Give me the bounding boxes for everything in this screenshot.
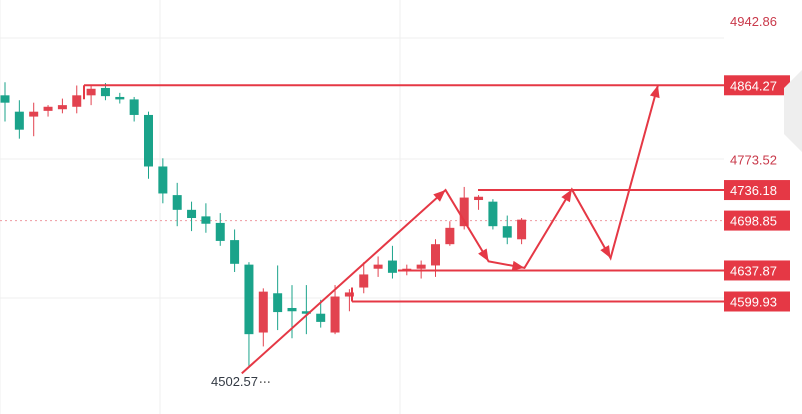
candle-body bbox=[230, 240, 240, 264]
candle-body bbox=[29, 111, 39, 117]
candle-body bbox=[359, 274, 369, 288]
candle bbox=[387, 245, 397, 279]
candle-body bbox=[0, 95, 10, 103]
candle-body bbox=[488, 201, 498, 227]
level-lines bbox=[83, 84, 724, 303]
candle-body bbox=[129, 99, 139, 115]
arrowhead bbox=[561, 189, 572, 203]
level-tag-bg bbox=[724, 291, 790, 312]
candle-body bbox=[502, 226, 512, 238]
candle bbox=[215, 213, 225, 246]
candle-body bbox=[215, 222, 225, 241]
level-tag-bg bbox=[724, 75, 790, 96]
candle bbox=[43, 105, 53, 117]
candle-body bbox=[330, 296, 340, 333]
candle bbox=[258, 288, 268, 347]
scroll-handle[interactable] bbox=[784, 70, 802, 152]
candle-body bbox=[387, 260, 397, 273]
candle bbox=[86, 85, 96, 106]
candle-body bbox=[316, 313, 326, 322]
candle bbox=[273, 265, 283, 331]
level-tag: 4864.27 bbox=[724, 75, 790, 96]
candle bbox=[172, 182, 182, 227]
arrowhead bbox=[511, 260, 525, 271]
level-tag-bg bbox=[724, 260, 790, 281]
candle bbox=[158, 158, 168, 204]
candle bbox=[445, 221, 455, 246]
arrowhead bbox=[600, 245, 611, 259]
candle-body bbox=[287, 307, 297, 312]
candle bbox=[29, 102, 39, 137]
y-axis-label: 4942.86 bbox=[730, 14, 777, 29]
candle-body bbox=[172, 195, 182, 210]
candle bbox=[244, 262, 254, 367]
candle-body bbox=[86, 88, 96, 96]
candle-body bbox=[57, 105, 67, 110]
candle bbox=[144, 111, 153, 179]
candle bbox=[474, 195, 484, 210]
projection-path bbox=[241, 85, 660, 375]
level-tag: 4637.87 bbox=[724, 260, 790, 281]
candle bbox=[129, 96, 139, 122]
candle-body bbox=[100, 87, 110, 97]
candle-body bbox=[431, 244, 440, 266]
candle bbox=[301, 285, 311, 335]
candle bbox=[373, 256, 383, 277]
candle bbox=[344, 289, 354, 312]
candle bbox=[14, 100, 24, 139]
candle-body bbox=[459, 197, 469, 227]
current-price-tag: 4698.85 bbox=[724, 210, 790, 231]
candle-body bbox=[115, 96, 125, 100]
candle-body bbox=[244, 264, 254, 335]
level-tag: 4736.18 bbox=[724, 180, 790, 201]
candle-body bbox=[258, 291, 268, 333]
candle-body bbox=[201, 216, 211, 224]
candle bbox=[115, 92, 125, 104]
candle bbox=[488, 199, 498, 230]
candle bbox=[517, 218, 527, 245]
y-axis-label: 4773.52 bbox=[730, 153, 777, 168]
candle-body bbox=[14, 111, 24, 130]
candle bbox=[230, 229, 240, 272]
candle-body bbox=[273, 293, 283, 313]
candle bbox=[201, 203, 211, 233]
level-tag-label: 4864.27 bbox=[730, 78, 777, 93]
candle bbox=[0, 82, 10, 122]
level-tag-label: 4599.93 bbox=[730, 295, 777, 310]
candle-body bbox=[72, 95, 82, 107]
candle-body bbox=[43, 106, 53, 111]
candle-body bbox=[373, 264, 383, 269]
candle bbox=[72, 85, 82, 114]
candle bbox=[187, 201, 197, 232]
low-price-annotation: 4502.57 bbox=[211, 374, 258, 389]
candle bbox=[459, 186, 469, 230]
candle-body bbox=[517, 219, 527, 240]
candle bbox=[316, 299, 326, 328]
candle-body bbox=[445, 227, 455, 245]
candle bbox=[359, 262, 369, 294]
candle-body bbox=[144, 114, 153, 167]
grid bbox=[0, 0, 724, 414]
candle-body bbox=[344, 292, 354, 297]
level-tag-label: 4736.18 bbox=[730, 183, 777, 198]
candle bbox=[330, 285, 340, 335]
arrowhead bbox=[433, 190, 446, 202]
candles bbox=[0, 82, 527, 367]
arrowhead bbox=[478, 248, 489, 262]
arrowhead bbox=[649, 85, 660, 99]
current-price-tag-bg bbox=[724, 210, 790, 231]
candle-body bbox=[158, 166, 168, 194]
candle-body bbox=[474, 196, 484, 201]
level-tag-label: 4637.87 bbox=[730, 263, 777, 278]
candle-body bbox=[187, 209, 197, 219]
candle bbox=[502, 215, 512, 245]
candle-body bbox=[301, 311, 311, 314]
level-tag: 4599.93 bbox=[724, 291, 790, 312]
candle bbox=[57, 98, 67, 114]
candle-body bbox=[416, 264, 426, 269]
current-price-tag-label: 4698.85 bbox=[730, 214, 777, 229]
level-tag-bg bbox=[724, 180, 790, 201]
